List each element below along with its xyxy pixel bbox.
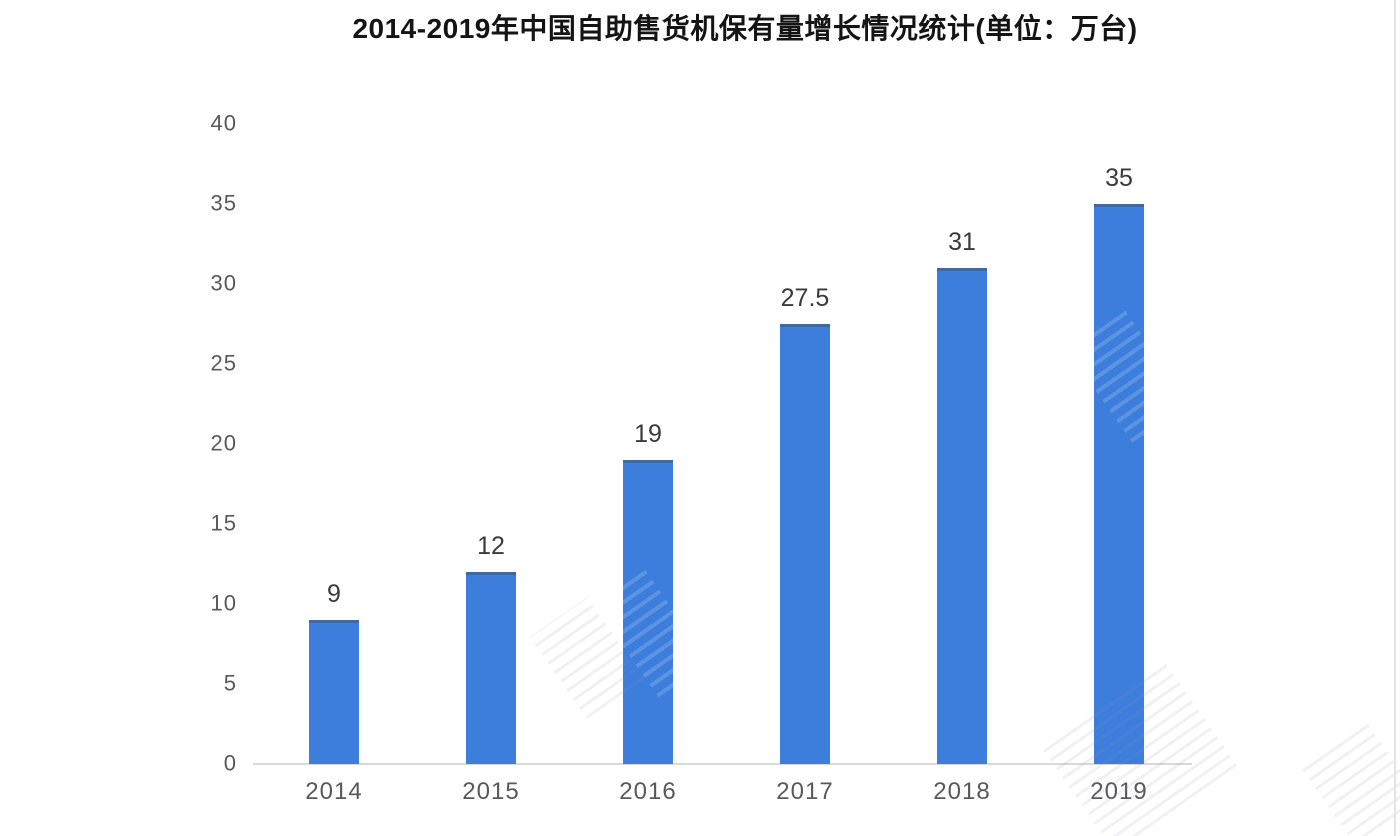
y-axis-tick-label: 35 <box>210 190 237 216</box>
bar-value-label: 19 <box>634 420 662 448</box>
y-axis-tick-label: 30 <box>210 270 237 296</box>
bar-value-label: 31 <box>948 228 976 256</box>
bar-2014 <box>309 620 359 764</box>
x-axis-label: 2019 <box>1090 778 1148 805</box>
bar-2017 <box>780 324 830 764</box>
y-axis-tick-label: 5 <box>223 670 237 696</box>
bar-2016 <box>623 460 673 764</box>
chart-title: 2014-2019年中国自助售货机保有量增长情况统计(单位：万台) <box>352 13 1138 44</box>
x-axis-label: 2016 <box>619 778 677 805</box>
y-axis-tick-label: 25 <box>210 350 237 376</box>
image-edge-line <box>1394 0 1396 836</box>
x-axis-label: 2014 <box>305 778 363 805</box>
y-axis-tick-label: 10 <box>210 590 237 616</box>
x-axis-label: 2018 <box>933 778 991 805</box>
bar-value-label: 35 <box>1105 164 1133 192</box>
bar-2019 <box>1094 204 1144 764</box>
y-axis-tick-label: 40 <box>210 110 237 136</box>
bar-2018 <box>937 268 987 764</box>
y-axis-tick-label: 0 <box>223 750 237 776</box>
bar-value-label: 9 <box>327 580 341 608</box>
bar-2015 <box>466 572 516 764</box>
bar-value-label: 27.5 <box>780 284 830 312</box>
y-axis-tick-label: 15 <box>210 510 237 536</box>
x-axis-line <box>253 763 1192 765</box>
x-axis-label: 2015 <box>462 778 520 805</box>
x-axis-label: 2017 <box>776 778 834 805</box>
y-axis-tick-label: 20 <box>210 430 237 456</box>
bar-value-label: 12 <box>477 532 505 560</box>
